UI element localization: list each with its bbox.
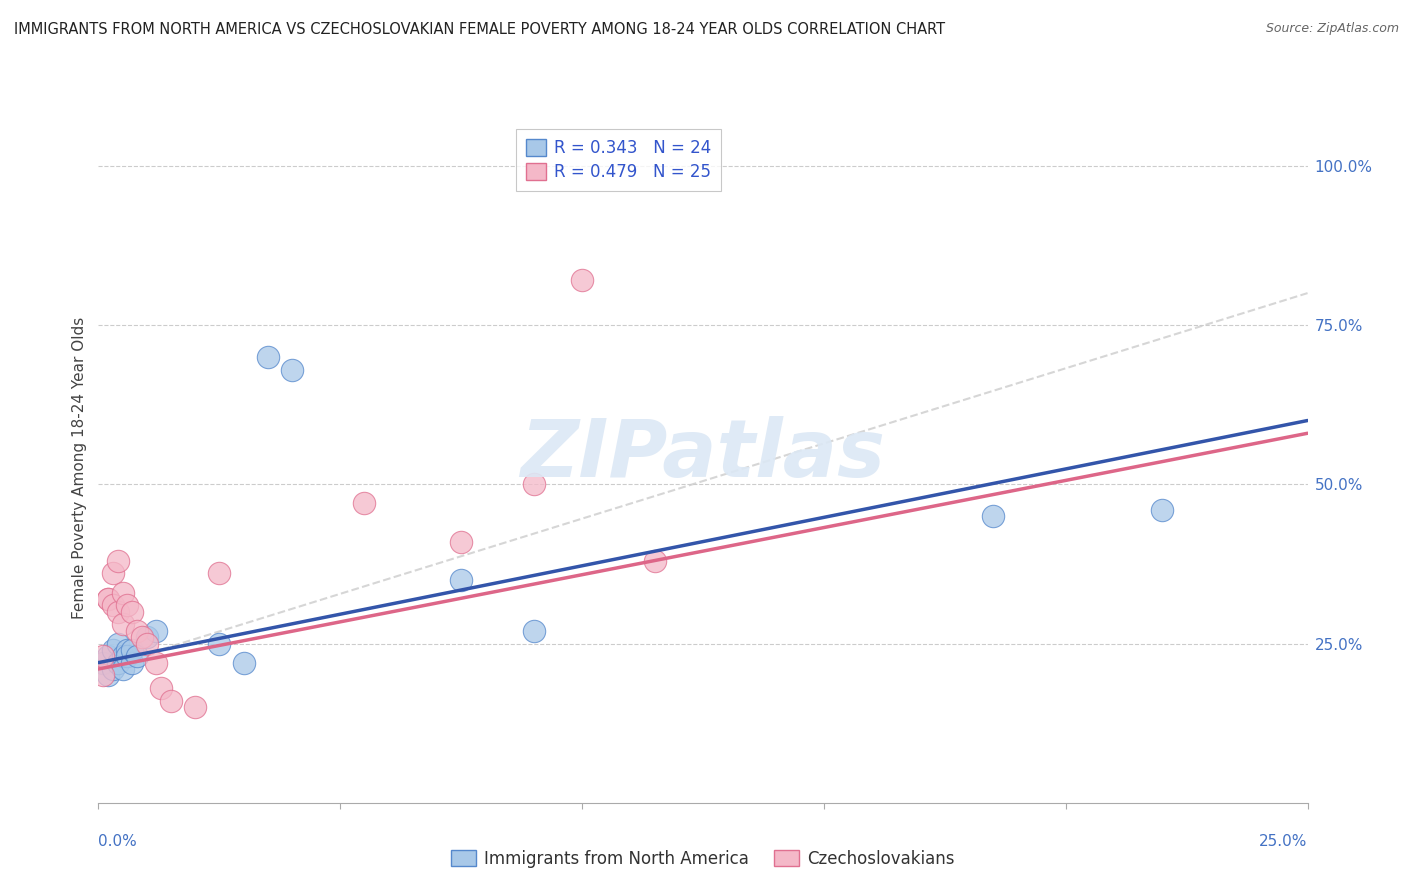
Point bbox=[1152, 502, 1174, 516]
Point bbox=[145, 624, 167, 638]
Point bbox=[121, 643, 143, 657]
Point bbox=[111, 662, 134, 676]
Point bbox=[97, 668, 120, 682]
Point bbox=[107, 636, 129, 650]
Point bbox=[107, 605, 129, 619]
Point bbox=[184, 700, 207, 714]
Point bbox=[131, 630, 153, 644]
Point bbox=[101, 662, 124, 676]
Text: 0.0%: 0.0% bbox=[98, 834, 138, 849]
Point bbox=[111, 585, 134, 599]
Point bbox=[981, 509, 1004, 524]
Point bbox=[145, 656, 167, 670]
Text: Source: ZipAtlas.com: Source: ZipAtlas.com bbox=[1265, 22, 1399, 36]
Point bbox=[91, 649, 114, 664]
Point bbox=[232, 656, 254, 670]
Point bbox=[107, 554, 129, 568]
Point bbox=[127, 624, 149, 638]
Point bbox=[121, 656, 143, 670]
Point bbox=[353, 496, 375, 510]
Point bbox=[450, 534, 472, 549]
Point bbox=[97, 649, 120, 664]
Point bbox=[117, 599, 139, 613]
Point bbox=[101, 566, 124, 581]
Y-axis label: Female Poverty Among 18-24 Year Olds: Female Poverty Among 18-24 Year Olds bbox=[72, 318, 87, 619]
Text: 25.0%: 25.0% bbox=[1260, 834, 1308, 849]
Point bbox=[208, 566, 231, 581]
Legend: R = 0.343   N = 24, R = 0.479   N = 25: R = 0.343 N = 24, R = 0.479 N = 25 bbox=[516, 128, 721, 191]
Point bbox=[208, 636, 231, 650]
Point bbox=[101, 643, 124, 657]
Point bbox=[450, 573, 472, 587]
Point bbox=[91, 656, 114, 670]
Point bbox=[571, 273, 593, 287]
Point bbox=[523, 624, 546, 638]
Point bbox=[101, 599, 124, 613]
Point bbox=[150, 681, 173, 695]
Point bbox=[121, 605, 143, 619]
Point bbox=[281, 362, 304, 376]
Point bbox=[111, 649, 134, 664]
Point bbox=[107, 656, 129, 670]
Text: IMMIGRANTS FROM NORTH AMERICA VS CZECHOSLOVAKIAN FEMALE POVERTY AMONG 18-24 YEAR: IMMIGRANTS FROM NORTH AMERICA VS CZECHOS… bbox=[14, 22, 945, 37]
Point bbox=[97, 591, 120, 606]
Point bbox=[160, 694, 183, 708]
Legend: Immigrants from North America, Czechoslovakians: Immigrants from North America, Czechoslo… bbox=[444, 844, 962, 875]
Point bbox=[117, 643, 139, 657]
Point bbox=[523, 477, 546, 491]
Point bbox=[117, 649, 139, 664]
Text: ZIPatlas: ZIPatlas bbox=[520, 416, 886, 494]
Point bbox=[91, 668, 114, 682]
Point bbox=[644, 554, 666, 568]
Point bbox=[111, 617, 134, 632]
Point bbox=[135, 636, 157, 650]
Point bbox=[256, 350, 278, 364]
Point bbox=[135, 630, 157, 644]
Point bbox=[127, 649, 149, 664]
Point bbox=[97, 591, 120, 606]
